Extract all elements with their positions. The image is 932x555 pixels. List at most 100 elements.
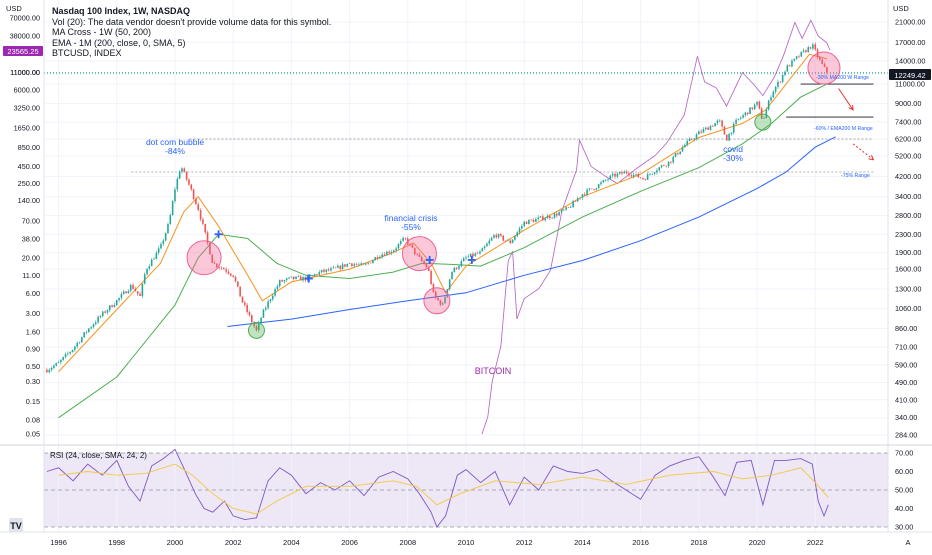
candle-body [216, 263, 218, 268]
candle-body [595, 188, 598, 190]
candle-body [292, 276, 295, 280]
right-currency-label: USD [893, 4, 909, 13]
candle-body [793, 58, 796, 61]
candle-body [339, 265, 342, 270]
candle-body [101, 311, 104, 316]
candle-body [474, 253, 477, 257]
candle-body [497, 234, 500, 238]
x-tick-label: 2004 [283, 538, 300, 547]
candle-body [206, 232, 209, 243]
candle-body [807, 47, 810, 53]
candle-body [288, 277, 290, 279]
candle-body [469, 253, 472, 257]
candle-body [681, 147, 684, 152]
legend-ma-cross: MA Cross - 1W (50, 200) [52, 27, 152, 38]
candle-body [164, 233, 167, 241]
x-tick-label: 2012 [516, 538, 533, 547]
rsi-title: RSI (24, close, SMA, 24, 2) [50, 451, 147, 460]
candle-body [714, 123, 716, 127]
legend-title: Nasdaq 100 Index, 1W, NASDAQ [52, 6, 191, 16]
right-axis-tick-label: 7400.00 [895, 118, 921, 127]
candle-body [178, 171, 181, 179]
left-axis-tick-label: 20.00 [22, 253, 40, 262]
candle-body [237, 281, 239, 287]
candle-body [330, 268, 332, 271]
rsi-axis-tick-label: 70.00 [895, 449, 913, 458]
range-label-60: -60% / EMA200 M Range [814, 126, 873, 132]
candle-body [691, 138, 693, 140]
candle-body [143, 274, 146, 284]
candle-body [188, 179, 190, 185]
arrow-down-range-30 [838, 88, 854, 111]
rsi-title-text: RSI (24, close, SMA, 24, 2) [50, 451, 147, 460]
candle-body [46, 369, 48, 373]
left-axis-tick-label: 3.00 [26, 309, 40, 318]
candle-body [239, 286, 241, 297]
candle-body [253, 322, 255, 327]
candle-body [323, 269, 325, 272]
left-axis-tick-label: 850.00 [18, 143, 40, 152]
candle-body [672, 156, 675, 163]
candle-body [802, 50, 805, 52]
candle-body [413, 247, 416, 255]
highlight-covid-low [754, 113, 772, 131]
candle-body [549, 215, 551, 219]
rsi-sma-line [58, 463, 829, 515]
candle-body [711, 126, 714, 127]
candle-body [311, 275, 314, 276]
candle-body [625, 171, 628, 174]
chart-legend: Nasdaq 100 Index, 1W, NASDAQ Vol (20): T… [52, 6, 331, 59]
candle-body [418, 254, 421, 257]
candle-body [139, 293, 141, 297]
candle-body [439, 300, 442, 305]
legend-ema: EMA - 1M (200, close, 0, SMA, 5) [52, 37, 186, 48]
candle-body [395, 248, 397, 251]
candle-body [134, 288, 137, 292]
log-scale-toggle[interactable]: A [905, 538, 910, 547]
candle-body [528, 219, 530, 225]
annotation-covid: covid -30% [723, 144, 743, 163]
candle-body [611, 173, 614, 176]
candle-body [362, 263, 365, 265]
legend-volume: Vol (20): The data vendor doesn't provid… [52, 16, 332, 27]
right-axis-tick-label: 590.00 [895, 360, 917, 369]
candle-body [327, 269, 330, 271]
left-axis-tick-label: 140.00 [18, 196, 40, 205]
candle-body [204, 223, 207, 233]
candle-body [635, 173, 637, 175]
candle-body [127, 290, 130, 294]
candle-body [360, 263, 363, 265]
candle-body [316, 274, 318, 275]
candle-body [71, 349, 74, 352]
candle-body [723, 126, 726, 135]
candle-body [791, 60, 793, 67]
candle-body [521, 225, 523, 229]
candle-body [118, 297, 120, 301]
candle-body [551, 217, 553, 219]
candle-body [597, 184, 600, 189]
right-axis-tick-label: 284.00 [895, 431, 917, 440]
reference-lines [44, 72, 888, 173]
ndx-price-badge: 12249.42 [889, 69, 931, 80]
candle-body [92, 324, 95, 328]
candle-body [344, 264, 346, 267]
candle-body [516, 232, 519, 237]
candle-body [472, 253, 474, 257]
left-axis-tick-label: 11000.00 [10, 68, 40, 77]
ma-cross-marker [425, 255, 434, 264]
candle-body [162, 240, 165, 244]
ma-cross-marker [304, 274, 313, 283]
annotation-covid-title: covid [723, 144, 743, 154]
candle-body [160, 243, 162, 249]
candle-body [730, 132, 733, 135]
left-axis-tick-label: 0.15 [26, 397, 40, 406]
rsi-axis-tick-label: 30.00 [895, 523, 913, 532]
candle-body [69, 351, 71, 354]
candle-body [146, 268, 148, 275]
candle-body [386, 251, 388, 256]
candle-body [113, 304, 116, 308]
annotation-overlay [186, 51, 875, 339]
btc-price-badge-text: 23565.25 [7, 47, 38, 56]
candle-body [821, 59, 824, 64]
candle-body [786, 65, 789, 72]
